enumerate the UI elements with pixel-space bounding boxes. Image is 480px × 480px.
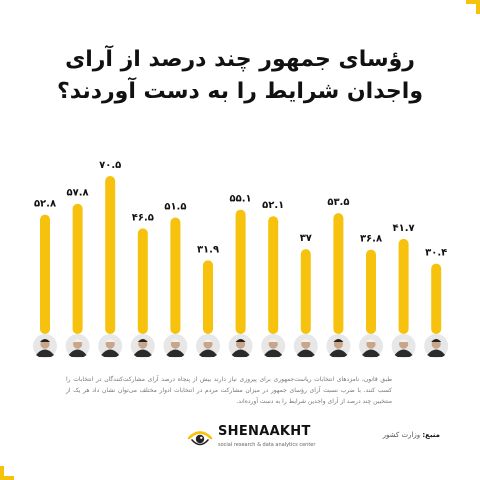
portrait-icon [196,334,220,358]
bar-value-label: ۳۱.۹ [197,244,219,255]
bar [333,213,344,334]
portrait-icon [261,334,286,358]
bar [40,214,50,334]
bar-value-label: ۷۰.۵ [99,160,121,171]
bar-value-label: ۵۷.۸ [67,188,89,199]
bar [72,203,83,334]
chart-title-line-1: رؤسای جمهور چند درصد از آرای [65,47,415,72]
bar-value-label: ۵۲.۸ [34,199,56,210]
brand-name: SHENAAKHT [218,424,311,439]
bar [170,217,181,334]
chart-title-line-2: واجدان شرایط را به دست آوردند؟ [57,79,423,104]
bar [300,249,311,334]
bar [235,209,246,334]
portrait-icon [228,334,253,358]
portrait-icon [98,334,123,358]
corner-accent-bottom-left-vertical [0,466,4,480]
source-label: منبع: [422,431,440,439]
bar-value-label: ۵۳.۵ [327,197,349,208]
portrait-icon [130,334,155,358]
corner-accent-top-right [466,0,480,4]
brand-subtitle: social research & data analytics center [218,442,316,448]
brand-footer: SHENAAKHT social research & data analyti… [0,420,480,456]
bar [398,238,409,334]
chart-title: رؤسای جمهور چند درصد از آرای واجدان شرای… [40,44,440,108]
bar [203,260,213,334]
portrait-icon [391,334,416,358]
bar-value-label: ۴۱.۷ [393,223,415,234]
bar-value-label: ۴۶.۵ [132,212,154,223]
portrait-icon [33,334,57,358]
eye-logo-icon [187,431,213,446]
portrait-icon [326,334,351,358]
bar [268,216,279,334]
bar-value-label: ۳۶.۸ [360,234,382,245]
bar [105,176,116,334]
portrait-icon [424,334,449,358]
bar-value-label: ۵۵.۱ [230,194,252,205]
bar-value-label: ۳۷ [300,233,312,244]
bar [137,228,148,334]
corner-accent-bottom-left [0,476,14,480]
bar-value-label: ۳۰.۴ [425,248,447,259]
source-note: منبع: وزارت کشور [383,431,440,439]
portrait-icon [293,334,318,358]
bar [431,263,442,334]
bar-value-label: ۵۲.۱ [262,200,284,211]
bar-value-label: ۵۱.۵ [164,202,186,213]
portrait-icon [163,334,188,358]
portrait-icon [359,334,383,358]
bar [366,249,376,334]
corner-accent-top-right-vertical [476,0,480,14]
chart-description: طبق قانون، نامزدهای انتخابات ریاست‌جمهور… [66,376,392,405]
portrait-icon [65,334,90,358]
source-text: وزارت کشور [382,431,421,439]
